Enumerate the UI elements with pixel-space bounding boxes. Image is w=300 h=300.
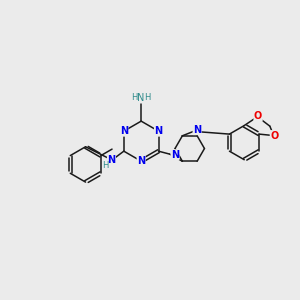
Text: N: N	[193, 124, 201, 135]
Text: H: H	[102, 161, 109, 170]
Text: O: O	[270, 130, 278, 141]
Text: N: N	[154, 126, 163, 136]
Text: O: O	[254, 111, 262, 121]
Text: N: N	[107, 155, 116, 165]
Text: N: N	[120, 126, 128, 136]
Text: N: N	[137, 156, 145, 166]
Text: H: H	[131, 93, 138, 102]
Text: N: N	[137, 93, 145, 103]
Text: N: N	[171, 150, 179, 160]
Text: H: H	[145, 93, 151, 102]
